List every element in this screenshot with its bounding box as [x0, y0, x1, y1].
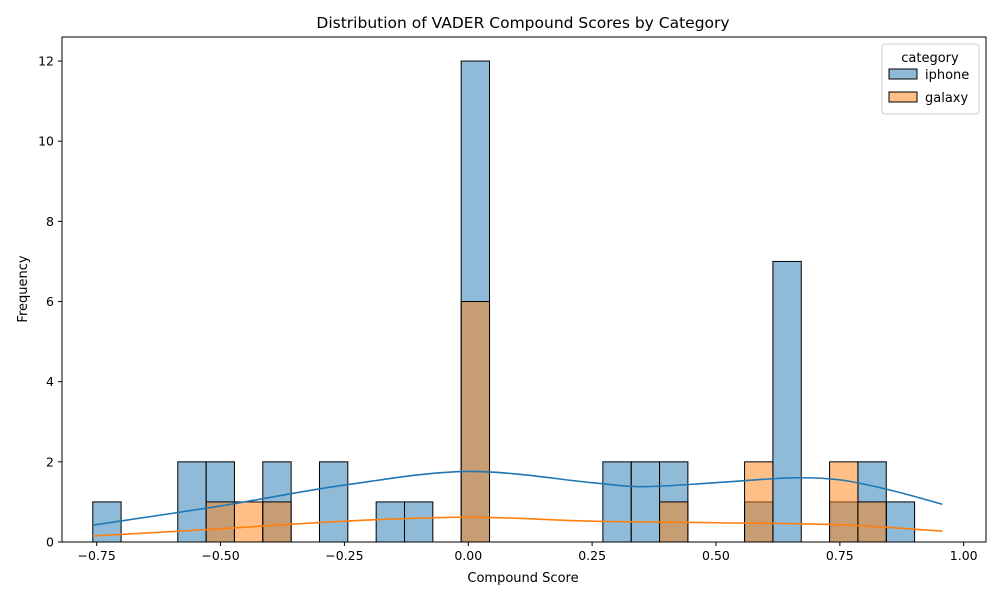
- kde-line-iphone: [92, 470, 943, 526]
- bar-galaxy-13: [460, 301, 491, 543]
- x-tick-label-0: −0.75: [78, 548, 116, 563]
- bar-galaxy-23: [744, 461, 774, 543]
- bar-iphone-24: [772, 260, 802, 543]
- legend-title: category: [901, 51, 959, 66]
- x-tick-label-7: 1.00: [950, 548, 978, 563]
- x-tick-label-3: 0.00: [454, 548, 482, 563]
- x-axis-label: Compound Score: [467, 571, 578, 586]
- bar-galaxy-6: [262, 501, 292, 543]
- axes-group: −0.75 −0.50 −0.25 0.00 0.25 0.50 0.75 1.00 0 2 4 6 8…: [38, 36, 987, 563]
- x-tick-label-6: 0.75: [826, 548, 854, 563]
- bar-galaxy-27: [857, 501, 887, 543]
- y-tick-label-5: 10: [38, 134, 54, 149]
- y-axis-label: Frequency: [16, 255, 31, 322]
- x-tick-label-5: 0.50: [702, 548, 730, 563]
- bar-galaxy-4: [205, 501, 235, 543]
- kde-group: [92, 470, 943, 537]
- y-tick-label-1: 2: [46, 454, 54, 469]
- bar-galaxy-26: [829, 461, 859, 543]
- bar-iphone-8: [318, 461, 349, 543]
- y-tick-label-0: 0: [46, 535, 54, 550]
- bar-galaxy-5: [233, 501, 264, 543]
- bar-iphone-19: [630, 461, 661, 543]
- kde-line-galaxy: [92, 516, 943, 537]
- y-tick-label-4: 8: [46, 214, 54, 229]
- plot-frame: [61, 36, 987, 543]
- x-tick-label-4: 0.25: [578, 548, 606, 563]
- legend-swatch-iphone: [888, 68, 918, 80]
- x-tick-label-1: −0.50: [201, 548, 239, 563]
- y-tick-label-6: 12: [38, 54, 54, 69]
- y-tick-label-3: 6: [46, 294, 54, 309]
- x-tick-label-2: −0.25: [325, 548, 363, 563]
- bar-iphone-18: [602, 461, 632, 543]
- bar-iphone-28: [885, 501, 916, 543]
- legend-label-galaxy: galaxy: [925, 91, 968, 106]
- chart-title: Distribution of VADER Compound Scores by…: [316, 14, 729, 32]
- bar-iphone-11: [404, 501, 434, 543]
- bar-iphone-3: [177, 461, 207, 543]
- bar-iphone-10: [375, 501, 406, 543]
- legend-label-iphone: iphone: [925, 68, 969, 83]
- y-tick-label-2: 4: [46, 374, 54, 389]
- legend: category iphone galaxy: [881, 43, 980, 115]
- legend-swatch-galaxy: [888, 91, 918, 103]
